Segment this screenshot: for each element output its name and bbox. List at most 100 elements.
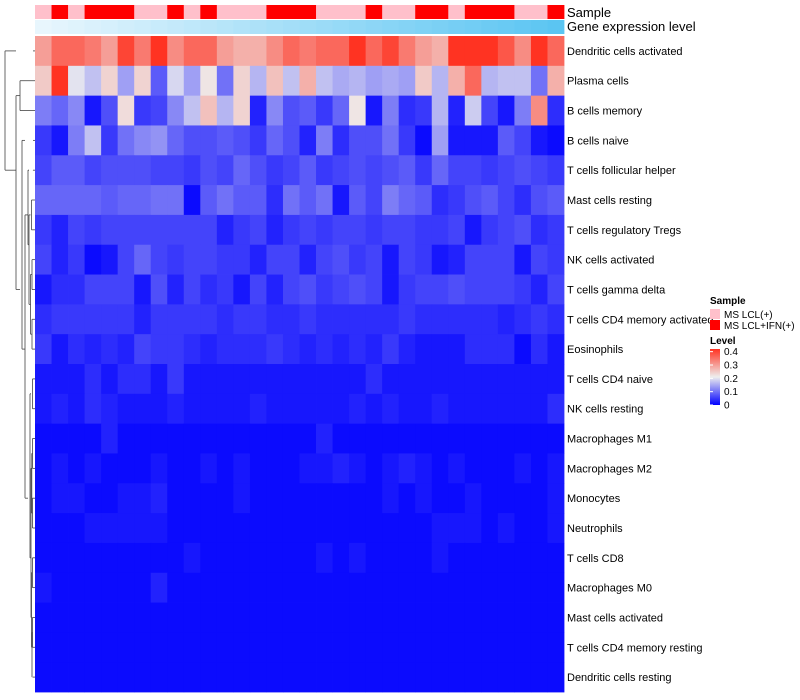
heatmap-cell — [35, 542, 52, 574]
row-label: T cells CD4 memory activated — [567, 314, 714, 326]
heatmap-cell — [101, 244, 119, 275]
heatmap-cell — [35, 125, 52, 156]
heatmap-cell — [167, 36, 185, 67]
heatmap-cell — [35, 244, 52, 275]
heatmap-cell — [365, 185, 383, 216]
heatmap-cell — [448, 632, 466, 663]
heatmap-cell — [382, 244, 400, 275]
heatmap-cell — [183, 125, 201, 156]
heatmap-cell — [51, 155, 69, 186]
heatmap-cell — [117, 364, 135, 395]
heatmap-cell — [316, 483, 333, 514]
sample-annotation-cell — [200, 5, 218, 19]
heatmap-cell — [68, 572, 85, 603]
row-label: Dendritic cells activated — [567, 46, 683, 58]
heatmap-cell — [134, 542, 152, 574]
heatmap-cell — [448, 65, 466, 97]
heatmap-cell — [365, 364, 383, 395]
heatmap-cell — [332, 95, 350, 126]
heatmap-cell — [183, 185, 201, 216]
heatmap-cell — [150, 125, 168, 156]
heatmap-cell — [150, 572, 168, 603]
heatmap-cell — [233, 542, 251, 574]
sample-annotation-cell — [481, 5, 499, 19]
heatmap-cell — [150, 95, 168, 126]
heatmap-cell — [134, 423, 152, 454]
heatmap-cell — [382, 602, 400, 633]
heatmap-cell — [530, 65, 548, 97]
heatmap-cell — [51, 393, 69, 425]
heatmap-cell — [266, 453, 284, 484]
heatmap-cell — [530, 662, 548, 693]
sample-annotation-cell — [514, 5, 532, 19]
heatmap-cell — [332, 185, 350, 216]
heatmap-cell — [398, 453, 416, 484]
heatmap-cell — [266, 423, 284, 454]
heatmap-cell — [316, 393, 333, 425]
heatmap-cell — [382, 125, 400, 156]
heatmap-cell — [134, 274, 152, 305]
heatmap-cell — [530, 214, 548, 246]
heatmap-cell — [51, 274, 69, 305]
heatmap-cell — [117, 483, 135, 514]
heatmap-cell — [316, 244, 333, 275]
heatmap-cell — [299, 483, 317, 514]
heatmap-cell — [448, 364, 466, 395]
heatmap-cell — [481, 185, 499, 216]
heatmap-cell — [35, 214, 52, 246]
heatmap-cell — [431, 185, 449, 216]
heatmap-cell — [481, 125, 499, 156]
sample-annotation-cell — [167, 5, 185, 19]
heatmap-cell — [514, 214, 532, 246]
heatmap-cell — [233, 632, 251, 663]
heatmap-cell — [134, 483, 152, 514]
heatmap-cell — [382, 65, 400, 97]
heatmap-cell — [249, 364, 267, 395]
heatmap-cell — [382, 185, 400, 216]
heatmap-cell — [134, 393, 152, 425]
heatmap-cell — [497, 304, 515, 335]
heatmap-cell — [349, 95, 367, 126]
heatmap-cell — [167, 542, 185, 574]
heatmap-cell — [514, 274, 532, 305]
heatmap-cell — [547, 125, 565, 156]
heatmap-cell — [349, 513, 367, 544]
heatmap-cell — [51, 662, 69, 693]
heatmap-cell — [332, 244, 350, 275]
heatmap-cell — [134, 65, 152, 97]
heatmap-cell — [431, 95, 449, 126]
heatmap-cell — [183, 632, 201, 663]
heatmap-cell — [117, 393, 135, 425]
heatmap-cell — [68, 185, 85, 216]
heatmap-cell — [200, 95, 218, 126]
sample-annotation-cell — [398, 5, 416, 19]
heatmap-cell — [299, 274, 317, 305]
heatmap-cell — [332, 214, 350, 246]
heatmap-cell — [382, 334, 400, 365]
heatmap-cell — [282, 244, 300, 275]
heatmap-cell — [150, 602, 168, 633]
heatmap-cell — [497, 214, 515, 246]
heatmap-cell — [415, 155, 433, 186]
heatmap-cell — [365, 214, 383, 246]
heatmap-cell — [51, 483, 69, 514]
heatmap-cell — [382, 572, 400, 603]
heatmap-cell — [183, 65, 201, 97]
heatmap-cell — [365, 36, 383, 67]
sample-annotation-cell — [84, 5, 102, 19]
heatmap-cell — [68, 36, 85, 67]
heatmap-cell — [349, 214, 367, 246]
legend-level-tick-label: 0.1 — [724, 387, 738, 398]
heatmap-cell — [514, 513, 532, 544]
expression-annotation-cell — [249, 20, 267, 34]
heatmap-cell — [35, 304, 52, 335]
heatmap-cell — [497, 65, 515, 97]
heatmap-cell — [299, 36, 317, 67]
heatmap-cell — [382, 274, 400, 305]
heatmap-cell — [332, 36, 350, 67]
heatmap-cell — [415, 125, 433, 156]
heatmap-cell — [167, 393, 185, 425]
heatmap-cell — [365, 155, 383, 186]
heatmap-cell — [415, 572, 433, 603]
